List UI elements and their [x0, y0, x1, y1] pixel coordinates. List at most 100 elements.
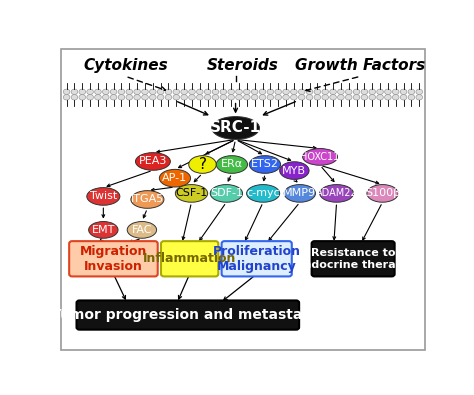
Circle shape — [259, 89, 266, 94]
Circle shape — [189, 89, 195, 94]
Circle shape — [173, 94, 180, 100]
Circle shape — [142, 94, 148, 100]
Circle shape — [181, 94, 187, 100]
Circle shape — [283, 89, 289, 94]
Ellipse shape — [216, 156, 247, 173]
Circle shape — [353, 89, 360, 94]
Text: S100β: S100β — [365, 188, 400, 198]
Circle shape — [392, 89, 399, 94]
Circle shape — [384, 94, 391, 100]
Circle shape — [126, 94, 133, 100]
Circle shape — [314, 89, 321, 94]
Circle shape — [306, 89, 313, 94]
Circle shape — [110, 89, 117, 94]
Circle shape — [189, 94, 195, 100]
Circle shape — [267, 89, 273, 94]
Circle shape — [346, 94, 352, 100]
Text: SDF-1: SDF-1 — [210, 188, 243, 198]
Text: Migration
Invasion: Migration Invasion — [80, 245, 147, 273]
Circle shape — [64, 94, 70, 100]
Circle shape — [204, 94, 211, 100]
Circle shape — [64, 89, 70, 94]
Circle shape — [102, 94, 109, 100]
FancyBboxPatch shape — [69, 241, 158, 276]
Circle shape — [384, 89, 391, 94]
Ellipse shape — [284, 184, 316, 202]
Circle shape — [377, 89, 383, 94]
Ellipse shape — [246, 184, 280, 202]
Text: ITGA5: ITGA5 — [131, 194, 164, 205]
Circle shape — [165, 89, 172, 94]
Circle shape — [369, 89, 375, 94]
Text: SRC-1: SRC-1 — [210, 120, 261, 135]
Circle shape — [118, 94, 125, 100]
Text: MMP9: MMP9 — [283, 188, 317, 198]
Circle shape — [181, 89, 187, 94]
Circle shape — [291, 94, 297, 100]
Ellipse shape — [131, 191, 164, 208]
Circle shape — [416, 89, 422, 94]
Circle shape — [79, 94, 86, 100]
Text: HOXC11: HOXC11 — [301, 152, 340, 162]
Circle shape — [71, 89, 78, 94]
Circle shape — [275, 94, 282, 100]
Circle shape — [314, 94, 321, 100]
Circle shape — [322, 94, 328, 100]
Circle shape — [126, 89, 133, 94]
Ellipse shape — [136, 152, 170, 170]
Circle shape — [361, 89, 368, 94]
Circle shape — [173, 89, 180, 94]
Circle shape — [299, 94, 305, 100]
Ellipse shape — [280, 162, 309, 179]
Circle shape — [251, 94, 258, 100]
Ellipse shape — [367, 184, 398, 202]
Circle shape — [337, 89, 344, 94]
Circle shape — [228, 94, 235, 100]
Text: ERα: ERα — [221, 160, 243, 169]
Circle shape — [236, 94, 242, 100]
Ellipse shape — [212, 117, 259, 139]
Circle shape — [408, 89, 415, 94]
Circle shape — [134, 94, 140, 100]
Ellipse shape — [319, 184, 354, 202]
Ellipse shape — [87, 188, 120, 205]
Text: AP-1: AP-1 — [163, 173, 188, 183]
Text: Growth Factors: Growth Factors — [295, 58, 426, 73]
Circle shape — [236, 89, 242, 94]
Circle shape — [118, 89, 125, 94]
Circle shape — [346, 89, 352, 94]
Text: Proliferation
Malignancy: Proliferation Malignancy — [213, 245, 301, 273]
Circle shape — [416, 94, 422, 100]
Circle shape — [220, 89, 227, 94]
Circle shape — [95, 89, 101, 94]
Text: Inflammation: Inflammation — [143, 252, 237, 265]
Text: MYB: MYB — [283, 166, 306, 176]
Circle shape — [157, 94, 164, 100]
Circle shape — [102, 89, 109, 94]
Circle shape — [228, 89, 235, 94]
FancyBboxPatch shape — [311, 241, 395, 276]
Circle shape — [369, 94, 375, 100]
Circle shape — [322, 89, 328, 94]
Circle shape — [400, 89, 407, 94]
Text: Cytokines: Cytokines — [83, 58, 168, 73]
Ellipse shape — [89, 222, 118, 238]
Circle shape — [212, 89, 219, 94]
Circle shape — [149, 94, 156, 100]
Circle shape — [291, 89, 297, 94]
Text: ADAM22: ADAM22 — [316, 188, 357, 198]
Circle shape — [392, 94, 399, 100]
Ellipse shape — [189, 156, 216, 173]
Circle shape — [259, 94, 266, 100]
Text: Tumor progression and metastasis: Tumor progression and metastasis — [52, 308, 324, 322]
Text: PEA3: PEA3 — [139, 156, 167, 166]
Circle shape — [204, 89, 211, 94]
Circle shape — [408, 94, 415, 100]
Circle shape — [95, 94, 101, 100]
FancyBboxPatch shape — [161, 241, 219, 276]
Circle shape — [212, 94, 219, 100]
Circle shape — [71, 94, 78, 100]
Circle shape — [353, 94, 360, 100]
Ellipse shape — [159, 169, 191, 187]
Circle shape — [330, 94, 337, 100]
